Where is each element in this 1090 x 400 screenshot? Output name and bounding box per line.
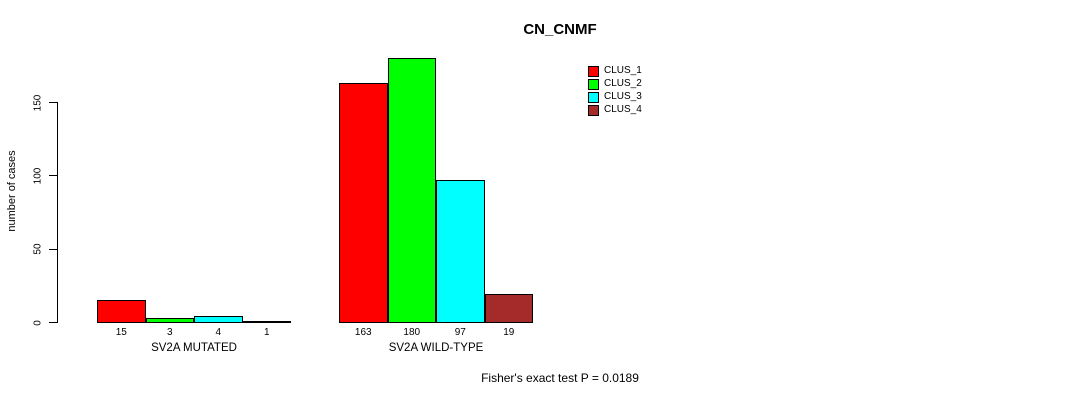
y-tick-label: 150 xyxy=(32,94,44,111)
bar-value-label: 97 xyxy=(454,327,466,338)
y-tick-label: 50 xyxy=(32,243,44,255)
y-axis-label: number of cases xyxy=(6,150,18,232)
bar-clus_3-wildtype xyxy=(436,179,485,323)
bar-clus_1-wildtype xyxy=(339,82,388,323)
bar-value-label: 4 xyxy=(215,327,222,338)
bar-clus_1-mutated xyxy=(97,300,146,323)
bar-value-label: 163 xyxy=(354,327,372,338)
legend-swatch-clus_2 xyxy=(588,79,599,90)
legend-swatch-clus_3 xyxy=(588,92,599,103)
bar-clus_4-mutated xyxy=(242,320,291,323)
bar-value-label: 19 xyxy=(503,327,515,338)
legend-label-clus_4: CLUS_4 xyxy=(604,104,642,115)
chart-title: CN_CNMF xyxy=(523,21,597,38)
bar-value-label: 180 xyxy=(403,327,421,338)
legend-label-clus_1: CLUS_1 xyxy=(604,65,642,76)
legend-swatch-clus_4 xyxy=(588,105,599,116)
bar-clus_2-wildtype xyxy=(387,58,436,323)
legend-swatch-clus_1 xyxy=(588,66,599,77)
y-tick-mark xyxy=(49,175,57,177)
y-tick-label: 0 xyxy=(32,319,44,326)
bar-value-label: 3 xyxy=(166,327,173,338)
x-category-label: SV2A MUTATED xyxy=(151,342,237,354)
legend-label-clus_2: CLUS_2 xyxy=(604,78,642,89)
bar-clus_3-mutated xyxy=(194,316,243,323)
legend-label-clus_3: CLUS_3 xyxy=(604,91,642,102)
y-tick-mark xyxy=(49,248,57,250)
y-axis-line xyxy=(57,102,58,323)
y-tick-mark xyxy=(49,102,57,103)
bar-clus_4-wildtype xyxy=(484,294,533,323)
bar-value-label: 1 xyxy=(263,327,270,338)
bar-value-label: 15 xyxy=(115,327,127,338)
fisher-test-annotation: Fisher's exact test P = 0.0189 xyxy=(481,371,639,385)
x-category-label: SV2A WILD-TYPE xyxy=(388,342,484,354)
y-tick-mark xyxy=(49,322,57,323)
y-tick-label: 100 xyxy=(32,167,44,185)
bar-clus_2-mutated xyxy=(145,317,194,323)
